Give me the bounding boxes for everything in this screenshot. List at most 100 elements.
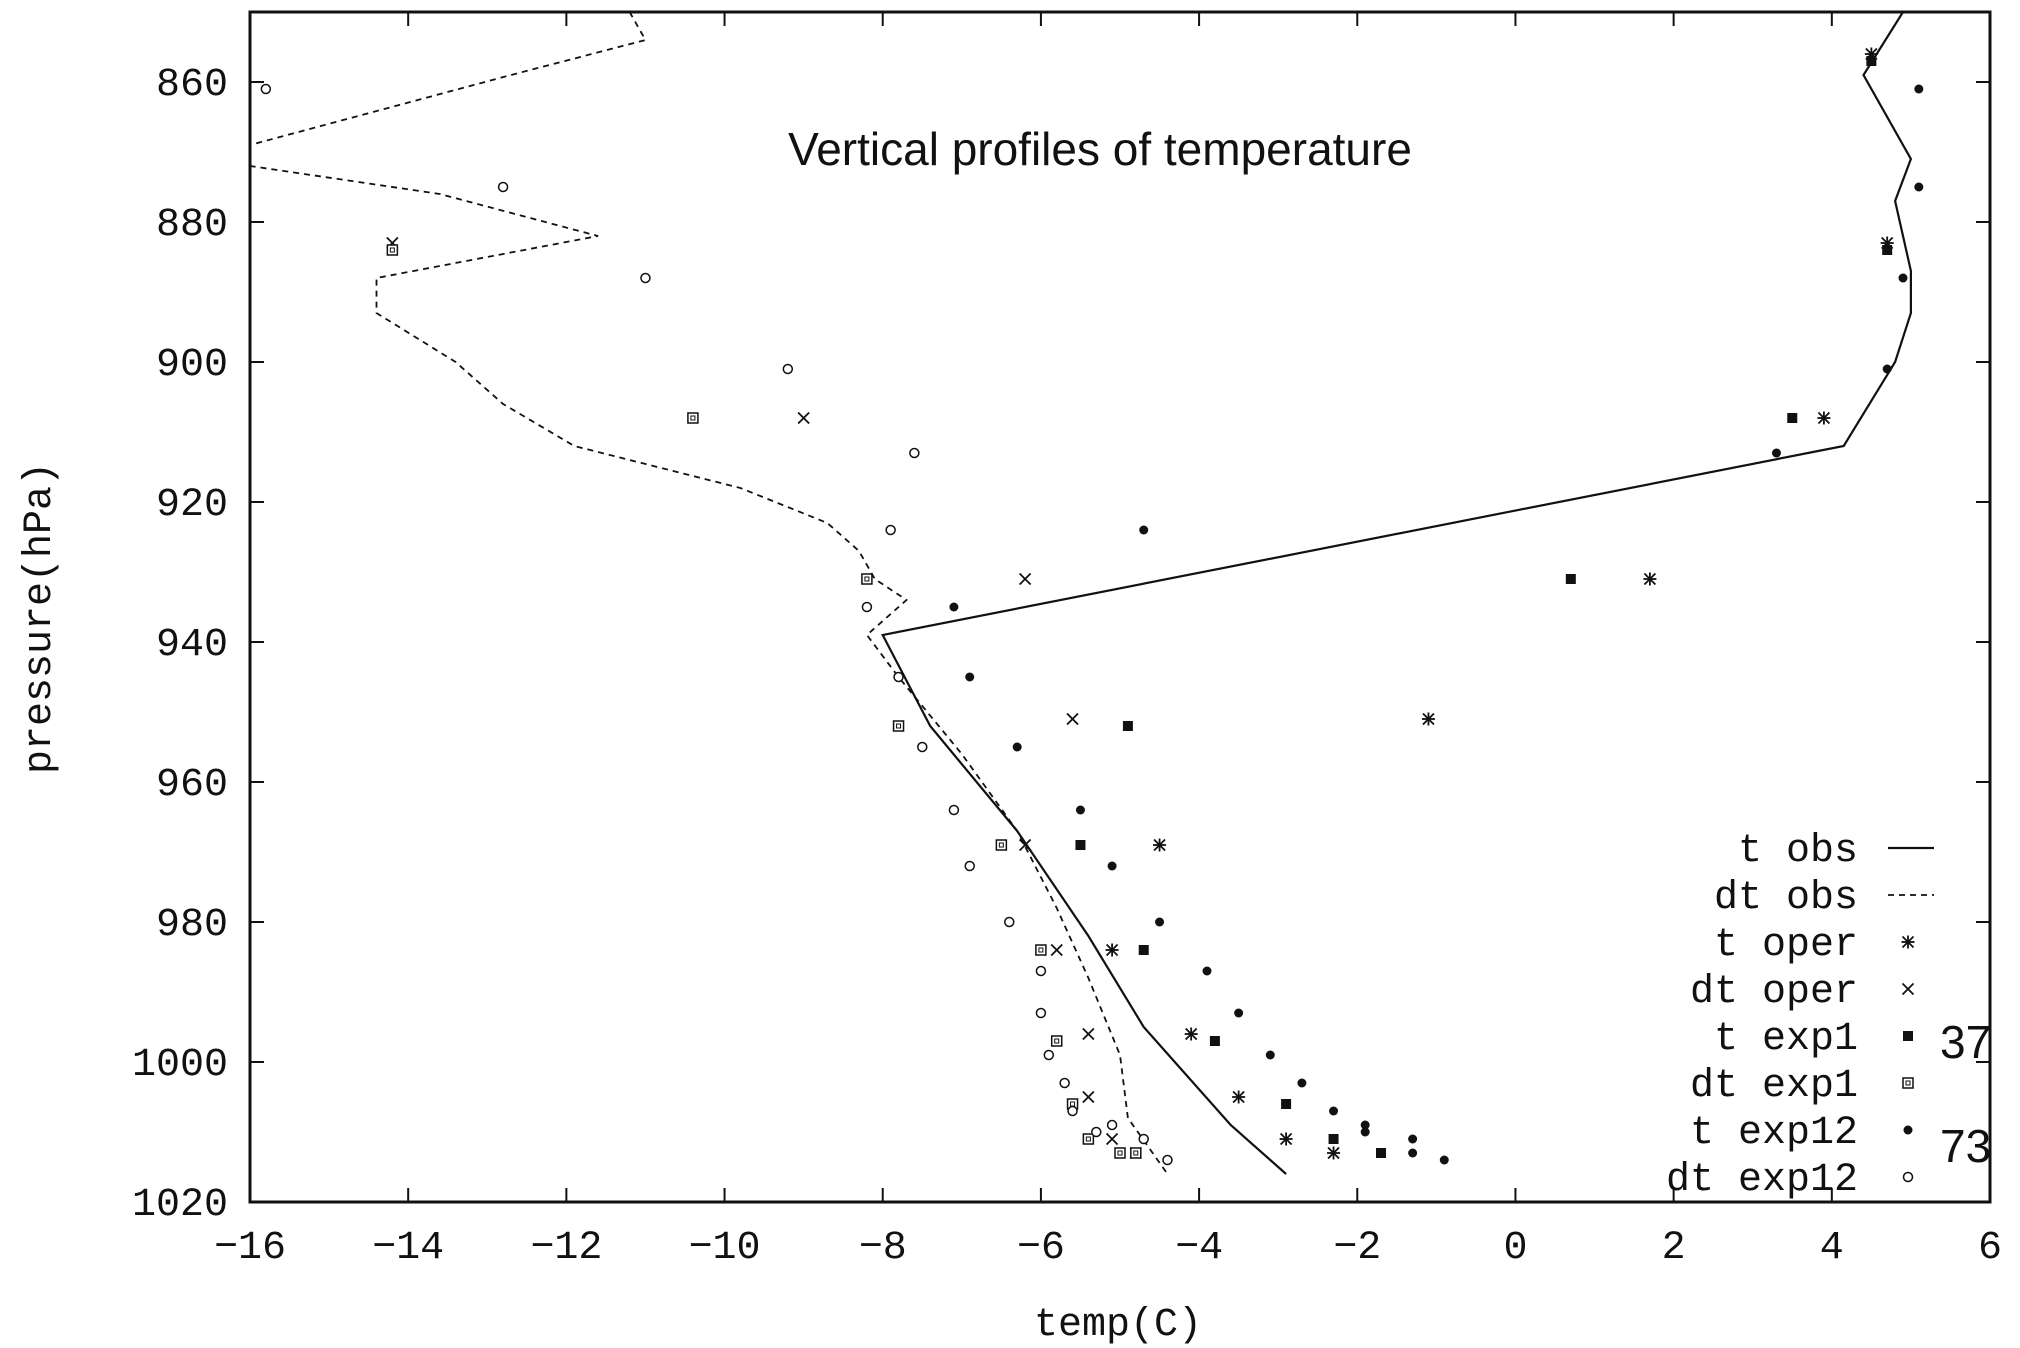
x-tick-label: −6 bbox=[1017, 1226, 1065, 1271]
data-point-dt-oper bbox=[1082, 1027, 1095, 1041]
data-point-dt-exp1 bbox=[1082, 1133, 1095, 1145]
x-tick-label: 4 bbox=[1820, 1226, 1844, 1271]
data-point-t-oper bbox=[1153, 838, 1167, 852]
legend-label: dt exp1 bbox=[1690, 1064, 1858, 1109]
legend-label: t obs bbox=[1738, 829, 1858, 874]
data-point-t-exp12 bbox=[1202, 966, 1212, 976]
x-tick-label: −14 bbox=[372, 1226, 444, 1271]
legend-marker-symbol bbox=[1901, 935, 1915, 949]
data-point-t-exp12 bbox=[1882, 364, 1892, 374]
data-point-t-exp1 bbox=[1376, 1148, 1386, 1158]
legend-label: dt oper bbox=[1690, 970, 1858, 1015]
data-point-t-oper bbox=[1232, 1090, 1246, 1104]
data-point-dt-oper bbox=[1066, 712, 1079, 726]
data-point-dt-oper bbox=[797, 411, 810, 425]
data-point-dt-oper bbox=[1050, 943, 1063, 957]
data-point-dt-oper bbox=[1018, 572, 1032, 586]
annotation-37: 37 bbox=[1940, 1016, 1991, 1068]
y-tick-label: 880 bbox=[156, 203, 228, 248]
data-point-dt-exp12 bbox=[1067, 1105, 1078, 1117]
data-point-t-exp12 bbox=[1265, 1050, 1275, 1060]
legend-item: dt exp12 bbox=[1666, 1158, 1914, 1203]
series-line-dt-obs bbox=[249, 11, 1169, 1175]
data-point-dt-exp12 bbox=[1091, 1126, 1102, 1138]
data-point-dt-exp1 bbox=[1114, 1147, 1126, 1159]
data-point-dt-exp1 bbox=[386, 244, 399, 256]
data-point-dt-exp12 bbox=[1043, 1049, 1055, 1061]
data-point-dt-exp12 bbox=[1004, 916, 1015, 928]
data-point-t-exp12 bbox=[965, 672, 975, 682]
legend-item: t oper bbox=[1714, 923, 1915, 968]
legend-item: dt oper bbox=[1690, 970, 1915, 1015]
legend-item: t obs bbox=[1738, 829, 1934, 874]
data-point-t-exp12 bbox=[1297, 1078, 1307, 1088]
data-point-t-exp12 bbox=[1914, 84, 1924, 94]
y-tick-label: 1020 bbox=[132, 1183, 228, 1228]
data-point-t-oper bbox=[1817, 411, 1831, 425]
legend-marker-symbol bbox=[1903, 1125, 1913, 1135]
legend-marker-symbol bbox=[1901, 982, 1915, 996]
y-tick-label: 940 bbox=[156, 623, 228, 668]
y-tick-label: 920 bbox=[156, 483, 228, 528]
x-axis-label: temp(C) bbox=[1034, 1303, 1202, 1348]
y-tick-label: 860 bbox=[156, 63, 228, 108]
data-point-dt-exp1 bbox=[892, 720, 905, 732]
data-point-dt-exp12 bbox=[885, 524, 896, 536]
data-point-t-exp1 bbox=[1328, 1134, 1339, 1144]
y-axis: 860 880 900 920 940 960 980 1000 1020 bbox=[132, 63, 1990, 1228]
data-point-t-oper bbox=[1105, 943, 1119, 957]
data-point-t-exp1 bbox=[1787, 413, 1798, 423]
data-point-t-exp12 bbox=[1408, 1148, 1418, 1158]
data-point-dt-exp12 bbox=[909, 447, 920, 459]
legend-label: dt obs bbox=[1714, 876, 1858, 921]
x-tick-label: 6 bbox=[1978, 1226, 2002, 1271]
data-point-dt-exp12 bbox=[497, 181, 509, 193]
data-point-t-exp12 bbox=[1155, 917, 1165, 927]
data-point-t-exp12 bbox=[1139, 525, 1149, 535]
data-point-dt-oper bbox=[1105, 1132, 1119, 1146]
data-point-t-exp12 bbox=[1898, 273, 1908, 283]
data-point-t-exp12 bbox=[1107, 861, 1117, 871]
data-point-t-oper bbox=[1184, 1027, 1198, 1041]
data-point-t-exp1 bbox=[1138, 945, 1149, 955]
data-point-t-exp12 bbox=[1408, 1134, 1418, 1144]
data-point-dt-exp12 bbox=[964, 860, 975, 872]
data-point-t-exp12 bbox=[1075, 805, 1085, 815]
y-axis-label: pressure(hPa) bbox=[18, 462, 63, 774]
y-tick-label: 900 bbox=[156, 343, 228, 388]
legend-label: t exp12 bbox=[1690, 1111, 1858, 1156]
data-point-dt-exp12 bbox=[1106, 1119, 1118, 1131]
data-point-t-exp12 bbox=[1360, 1127, 1370, 1137]
data-point-dt-exp1 bbox=[1050, 1035, 1063, 1047]
data-point-dt-exp12 bbox=[861, 601, 873, 613]
legend-label: t oper bbox=[1714, 923, 1858, 968]
data-point-t-exp12 bbox=[949, 602, 959, 612]
data-point-t-exp12 bbox=[1914, 182, 1924, 192]
legend-marker-symbol bbox=[1902, 1171, 1914, 1183]
legend-label: t exp1 bbox=[1714, 1017, 1858, 1062]
data-point-dt-exp1 bbox=[1035, 944, 1047, 956]
data-point-t-exp12 bbox=[1439, 1155, 1449, 1165]
data-point-dt-exp12 bbox=[917, 741, 928, 753]
data-point-t-exp12 bbox=[1329, 1106, 1339, 1116]
legend-marker-symbol bbox=[1903, 1031, 1913, 1041]
data-point-dt-exp12 bbox=[260, 83, 272, 95]
x-tick-label: 0 bbox=[1503, 1226, 1527, 1271]
legend-label: dt exp12 bbox=[1666, 1158, 1858, 1203]
data-point-t-exp1 bbox=[1565, 574, 1576, 584]
legend-item: t exp12 bbox=[1690, 1111, 1913, 1156]
legend-item: dt obs bbox=[1714, 876, 1934, 921]
data-point-dt-exp1 bbox=[687, 412, 699, 424]
data-point-t-oper bbox=[1327, 1146, 1341, 1160]
x-tick-label: −16 bbox=[214, 1226, 286, 1271]
chart-title: Vertical profiles of temperature bbox=[788, 123, 1412, 175]
data-point-dt-exp12 bbox=[1059, 1077, 1070, 1089]
x-tick-label: −2 bbox=[1333, 1226, 1381, 1271]
data-point-dt-exp12 bbox=[1162, 1154, 1173, 1166]
data-point-dt-exp12 bbox=[1035, 1007, 1047, 1019]
data-point-dt-exp1 bbox=[1130, 1147, 1142, 1159]
annotation-73: 73 bbox=[1940, 1120, 1991, 1172]
data-point-dt-exp12 bbox=[948, 804, 960, 816]
data-point-t-exp12 bbox=[1360, 1120, 1370, 1130]
